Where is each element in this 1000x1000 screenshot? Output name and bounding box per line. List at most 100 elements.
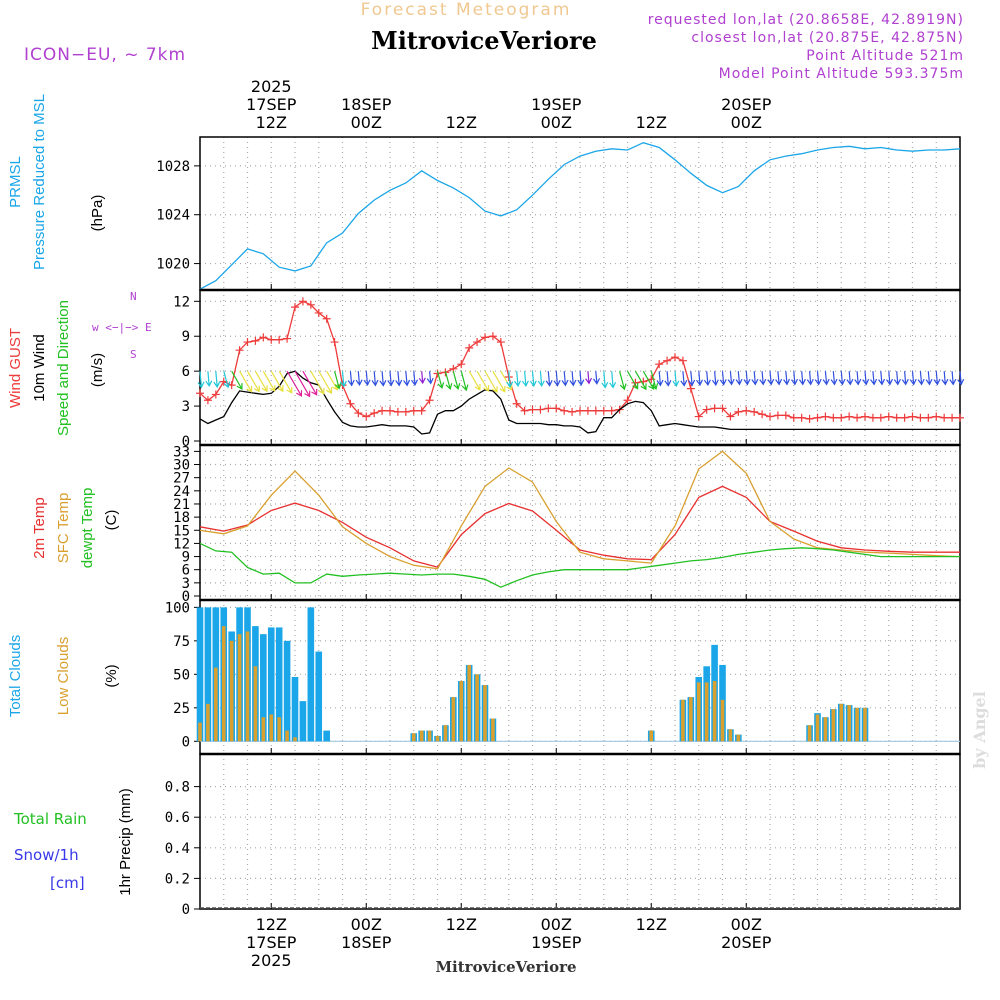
gust-marker — [488, 332, 497, 341]
wind-direction-arrow — [239, 370, 253, 393]
wind-direction-arrow — [886, 371, 894, 386]
compass-south: S — [130, 348, 137, 361]
wind-direction-arrow — [355, 371, 363, 387]
gust-marker — [362, 412, 371, 421]
low-cloud-bar — [807, 725, 812, 742]
low-cloud-bar — [704, 682, 709, 742]
time-label-bottom: 00Z — [541, 915, 572, 934]
wind-panel: 0 3 6 9 12 — [173, 289, 965, 450]
y-tick-label: 3 — [182, 576, 190, 592]
requested-coords: requested lon,lat (20.8658E, 42.8919N) — [648, 12, 964, 28]
wind-direction-arrow — [870, 371, 878, 386]
gust-marker — [520, 406, 529, 415]
gust-marker — [576, 406, 584, 415]
time-label-bottom: 12Z — [446, 915, 477, 934]
gust-marker — [283, 334, 292, 343]
forecast-title: Forecast Meteogram — [361, 0, 572, 20]
gust-marker — [671, 353, 679, 362]
gust-marker — [322, 314, 331, 323]
gust-marker — [425, 396, 434, 405]
wind-direction-arrow — [767, 371, 775, 386]
gust-marker — [916, 413, 925, 422]
gust-marker — [702, 405, 711, 414]
gust-marker — [211, 390, 220, 399]
wind-direction-arrow — [893, 371, 901, 386]
low-cloud-bar — [198, 722, 202, 742]
time-label-bottom: 19SEP — [531, 933, 582, 952]
low-cloud-bar — [696, 682, 701, 742]
y-tick-label: 0 — [182, 589, 190, 605]
panel-frame — [199, 444, 961, 601]
wind-direction-arrow — [650, 371, 659, 391]
wind-direction-arrow — [379, 371, 387, 387]
y-tick-label: 75 — [173, 634, 190, 650]
gust-marker — [789, 413, 798, 422]
y-axis-unit: (C) — [103, 510, 120, 531]
wind-direction-arrow — [514, 371, 522, 388]
y-axis-unit: (m/s) — [89, 353, 106, 387]
wind-direction-arrow — [286, 370, 303, 397]
y-tick-label: 1020 — [156, 257, 190, 273]
gust-marker — [623, 396, 632, 405]
gust-marker — [465, 343, 474, 352]
gust-marker — [932, 412, 941, 421]
gust-marker — [678, 356, 687, 365]
low-cloud-bar — [712, 681, 717, 742]
low-cloud-bar — [221, 626, 226, 742]
y-tick-label: 24 — [173, 484, 190, 500]
gust-marker — [876, 413, 885, 422]
wind-direction-arrow — [553, 371, 561, 387]
wind-direction-arrow — [561, 371, 569, 387]
low-cloud-bar — [435, 735, 440, 742]
wind-direction-arrow — [798, 371, 806, 386]
y-tick-label: 100 — [165, 600, 190, 616]
wind-direction-arrow — [688, 371, 696, 387]
time-label-bottom: 12Z — [636, 915, 667, 934]
low-cloud-bar — [475, 674, 479, 742]
y-tick-label: 12 — [173, 536, 190, 552]
closest-coords: closest lon,lat (20.875E, 42.875N) — [691, 30, 964, 46]
low-cloud-bar — [649, 730, 654, 742]
gust-marker — [583, 406, 592, 415]
gust-marker — [378, 406, 387, 415]
y-axis-label: Pressure Reduced to MSL — [31, 94, 48, 270]
compass-label: w <−|−> E — [92, 321, 152, 334]
wind-direction-arrow — [521, 371, 529, 388]
pressure-panel: 1020 1024 1028 — [156, 136, 961, 291]
total-cloud-bar — [323, 730, 330, 742]
wind-direction-arrow — [664, 371, 672, 387]
wind-direction-arrow — [791, 371, 799, 386]
wind-direction-arrow — [783, 371, 791, 386]
gust-marker — [924, 413, 933, 422]
wind-direction-arrow — [696, 371, 704, 387]
wind-direction-arrow — [318, 370, 333, 395]
y-tick-label: 0 — [182, 734, 190, 750]
gust-marker — [275, 335, 284, 344]
wind-direction-arrow — [743, 371, 751, 386]
low-cloud-bar — [427, 730, 432, 742]
y-axis-label: Wind GUST — [7, 328, 24, 408]
compass-north: N — [130, 290, 137, 303]
wind-direction-arrow — [468, 370, 481, 391]
low-cloud-bar — [285, 730, 289, 742]
wind-direction-arrow — [917, 371, 925, 386]
low-cloud-bar — [411, 733, 416, 742]
y-tick-label: 30 — [173, 458, 190, 474]
gust-marker — [196, 389, 204, 398]
gust-marker — [568, 407, 577, 416]
gust-marker — [291, 303, 299, 312]
time-label-bottom: 17SEP — [246, 933, 297, 952]
pressure-line — [199, 142, 961, 290]
gust-marker — [861, 412, 869, 421]
gust-marker — [496, 338, 505, 347]
total-cloud-bar — [315, 651, 323, 742]
low-cloud-bar — [728, 729, 733, 742]
gust-marker — [314, 308, 323, 317]
wind-direction-arrow — [619, 371, 627, 391]
wind-direction-arrow — [294, 370, 311, 398]
gust-marker — [710, 404, 719, 413]
total-cloud-bar — [275, 627, 283, 742]
y-tick-label: 0.6 — [165, 810, 190, 826]
wind-direction-arrow — [814, 371, 822, 386]
